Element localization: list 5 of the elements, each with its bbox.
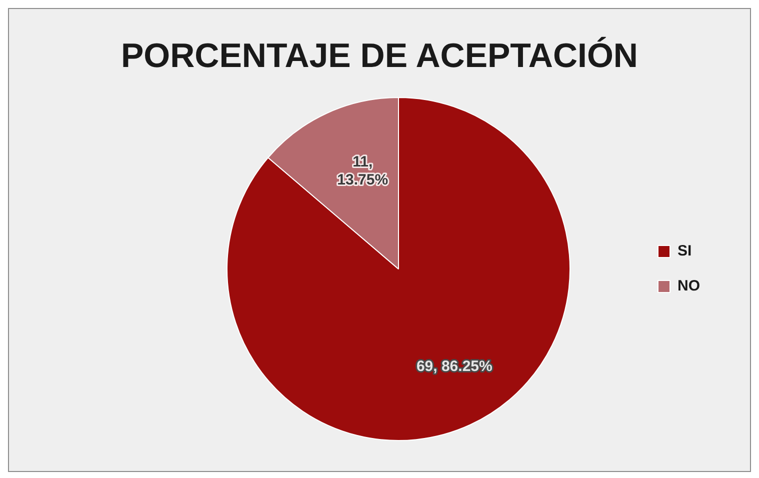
legend-label: NO bbox=[678, 278, 700, 295]
data-label: 11, 13.75% bbox=[337, 153, 388, 188]
data-label: 69, 86.25% bbox=[416, 358, 492, 376]
chart-title: PORCENTAJE DE ACEPTACIÓN bbox=[120, 36, 639, 77]
legend-label: SI bbox=[678, 242, 692, 260]
